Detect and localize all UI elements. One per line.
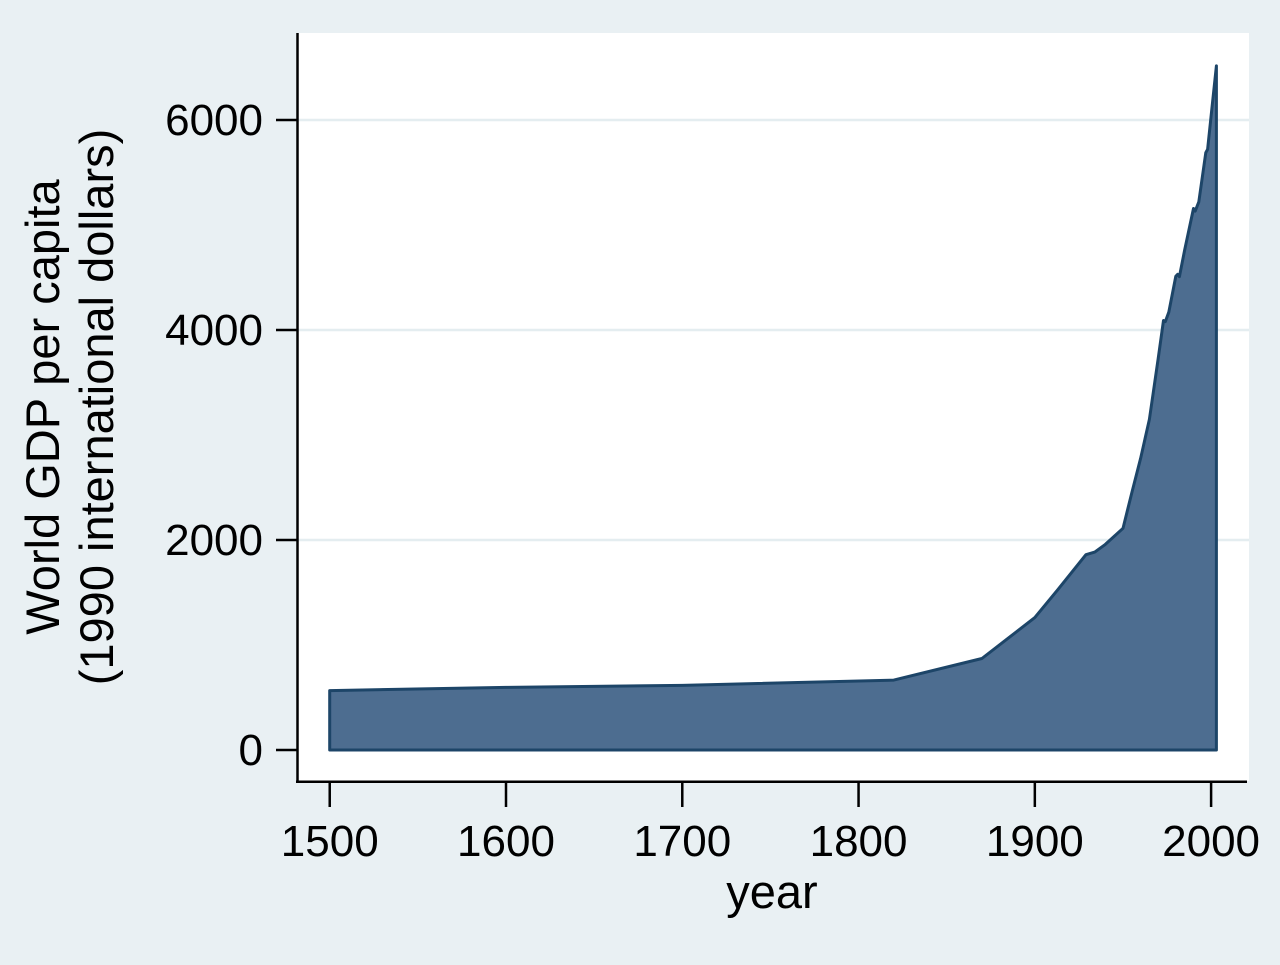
y-tick-label: 0 — [239, 726, 263, 775]
area-series — [328, 64, 1218, 752]
x-axis-title: year — [726, 865, 817, 918]
x-tick-label: 1500 — [281, 817, 379, 866]
y-tick-label: 6000 — [165, 96, 263, 145]
y-axis-title-line2: (1990 international dollars) — [70, 129, 123, 686]
y-axis-title-line1: World GDP per capita — [16, 178, 69, 634]
x-tick-label: 1700 — [633, 817, 731, 866]
axes — [296, 33, 1247, 783]
x-tick-label: 1800 — [810, 817, 908, 866]
x-axis-ticks: 1500 1600 1700 1800 1900 2000 — [281, 783, 1260, 866]
y-tick-label: 4000 — [165, 306, 263, 355]
x-tick-label: 1900 — [986, 817, 1084, 866]
y-axis-ticks: 0 2000 4000 6000 — [165, 96, 297, 775]
x-tick-label: 2000 — [1162, 817, 1260, 866]
x-tick-label: 1600 — [457, 817, 555, 866]
y-tick-label: 2000 — [165, 516, 263, 565]
gridlines — [298, 118, 1249, 542]
